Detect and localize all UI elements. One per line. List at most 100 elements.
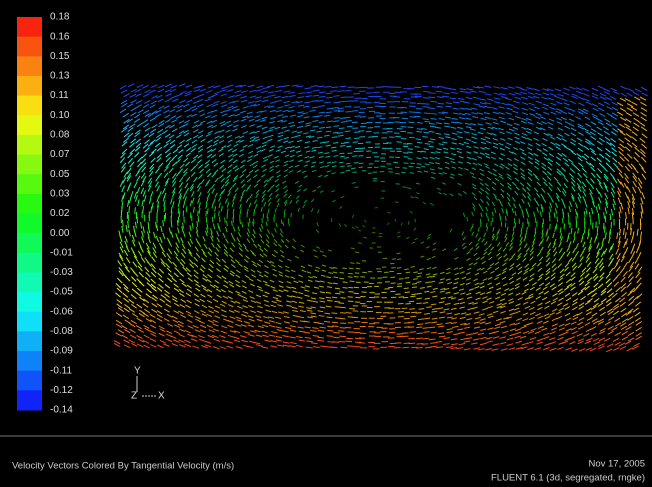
- vector: [586, 338, 592, 341]
- vector: [206, 203, 207, 208]
- vector: [207, 295, 212, 298]
- vector: [482, 308, 487, 310]
- vector: [142, 85, 148, 88]
- vector: [565, 126, 570, 129]
- vector: [442, 142, 447, 143]
- vector: [226, 239, 229, 244]
- vector: [238, 294, 243, 296]
- colorbar-band: [17, 312, 42, 332]
- vector: [219, 130, 224, 132]
- vector: [444, 126, 450, 127]
- vector: [117, 278, 122, 283]
- vector: [228, 165, 232, 168]
- colorbar-band: [17, 174, 42, 194]
- vector: [537, 193, 540, 197]
- vector: [585, 323, 590, 326]
- vector: [138, 200, 139, 207]
- vector: [506, 143, 511, 145]
- vector: [480, 319, 486, 321]
- vector: [494, 164, 498, 166]
- vector: [545, 301, 550, 304]
- vector: [450, 148, 455, 149]
- vector: [534, 348, 540, 350]
- vector: [411, 294, 416, 295]
- vector: [238, 263, 242, 266]
- vector: [234, 109, 240, 111]
- vector: [199, 321, 205, 323]
- vector: [453, 113, 459, 114]
- vector: [605, 207, 606, 213]
- vector: [176, 116, 181, 119]
- vector: [188, 326, 194, 329]
- vector: [599, 192, 602, 198]
- vector: [304, 165, 308, 167]
- vector: [411, 197, 415, 198]
- vector: [144, 195, 146, 201]
- vector: [186, 100, 192, 103]
- vector: [500, 139, 505, 141]
- vector: [480, 199, 483, 203]
- vector: [164, 106, 170, 109]
- vector: [356, 226, 359, 228]
- vector: [633, 187, 636, 193]
- vector: [487, 292, 492, 294]
- vector: [295, 135, 300, 136]
- vector: [264, 300, 269, 302]
- vector: [554, 212, 555, 218]
- vector: [558, 128, 563, 131]
- vector: [155, 182, 158, 188]
- vector: [181, 299, 186, 302]
- vector: [276, 150, 281, 152]
- vector: [551, 277, 555, 281]
- vector: [253, 175, 257, 178]
- vector: [478, 124, 484, 125]
- vector: [487, 298, 492, 300]
- vector: [480, 173, 484, 175]
- vector: [292, 85, 299, 86]
- vector: [496, 292, 501, 294]
- vector: [202, 314, 207, 316]
- vector: [552, 318, 557, 320]
- vector: [354, 162, 359, 163]
- vector: [451, 298, 456, 299]
- vector: [528, 122, 534, 124]
- vector: [304, 295, 309, 296]
- vector: [262, 142, 267, 144]
- vector: [554, 177, 558, 181]
- vector: [521, 227, 522, 232]
- colorbar-label: -0.03: [50, 267, 73, 278]
- vector: [498, 107, 504, 109]
- vector: [565, 293, 570, 296]
- vector: [305, 125, 311, 126]
- vector: [489, 287, 494, 289]
- vector: [445, 303, 450, 304]
- vector: [560, 274, 564, 278]
- vector: [612, 148, 617, 152]
- vector: [550, 103, 556, 105]
- vector: [318, 330, 324, 331]
- vector: [313, 301, 318, 302]
- colorbar-band: [17, 135, 42, 155]
- vector: [174, 303, 179, 306]
- vector: [571, 182, 575, 187]
- vector: [314, 287, 319, 288]
- vector: [464, 132, 469, 133]
- vector: [480, 322, 486, 324]
- vector: [417, 142, 422, 143]
- vector: [397, 236, 400, 237]
- vector: [581, 296, 586, 299]
- vector: [215, 252, 219, 256]
- vector: [410, 163, 415, 164]
- vector: [504, 289, 509, 291]
- vector: [176, 247, 179, 252]
- vector: [240, 209, 241, 214]
- vector: [501, 189, 504, 192]
- vector: [297, 170, 301, 172]
- colorbar-label: -0.14: [50, 405, 73, 416]
- vector: [283, 101, 289, 102]
- vector: [364, 220, 366, 223]
- vector: [276, 184, 280, 187]
- vector: [576, 167, 580, 171]
- vector: [508, 118, 514, 120]
- vector: [472, 224, 473, 228]
